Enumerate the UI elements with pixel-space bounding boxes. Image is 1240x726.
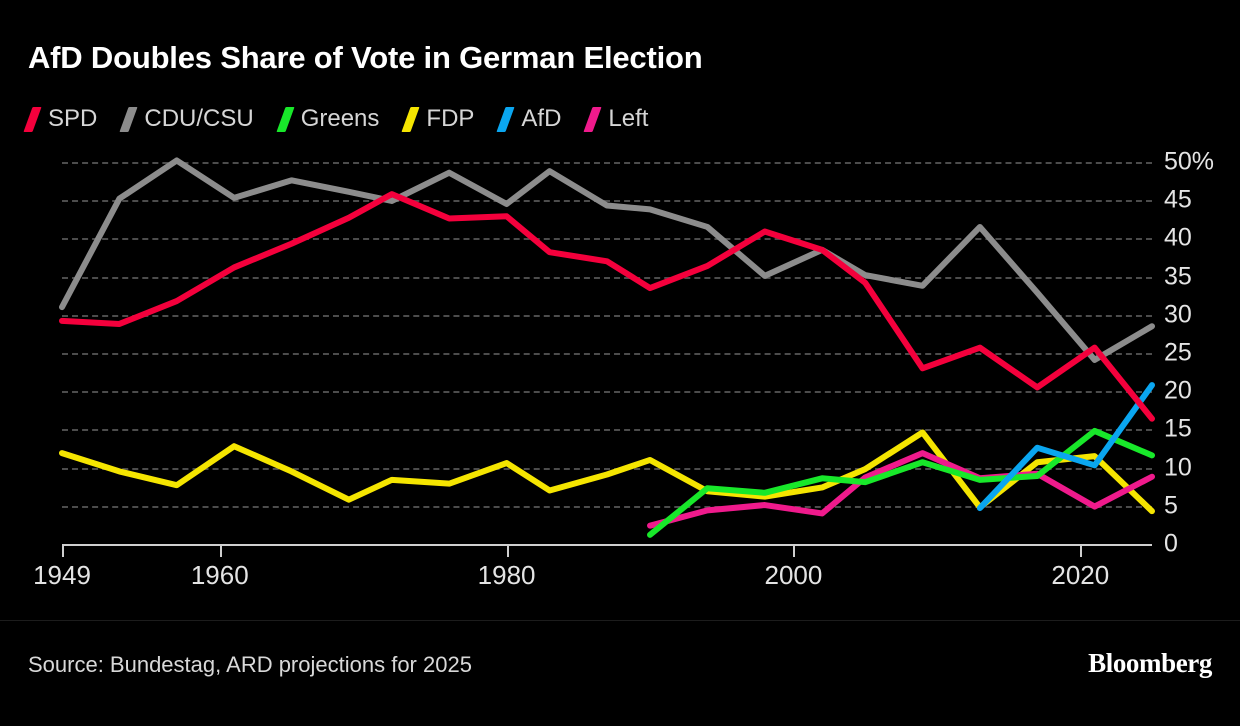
- legend-swatch-spd: [23, 106, 42, 132]
- gridline: [62, 353, 1152, 355]
- x-axis-labels: 1949 1960 1980 2000 2020: [33, 560, 1152, 600]
- footer-divider: [0, 620, 1240, 621]
- x-axis-line: [62, 544, 1152, 546]
- x-axis-tick-label: 2000: [764, 560, 823, 590]
- y-axis-tick-label: 35: [1164, 262, 1192, 291]
- chart-legend: SPD CDU/CSU Greens FDP AfD Left: [23, 105, 675, 133]
- legend-swatch-left: [583, 106, 602, 132]
- legend-label: Greens: [300, 105, 380, 132]
- gridline: [62, 238, 1152, 241]
- gridline: [62, 467, 1152, 470]
- gridline: [62, 314, 1152, 317]
- legend-item-afd[interactable]: AfD: [496, 105, 562, 133]
- gridline: [62, 200, 1152, 203]
- legend-item-cdu-csu[interactable]: CDU/CSU: [119, 105, 254, 133]
- legend-label: FDP: [426, 105, 475, 132]
- legend-label: SPD: [48, 105, 98, 132]
- plot-area: 1949 1960 1980 2000 2020: [33, 157, 1155, 590]
- legend-label: CDU/CSU: [144, 105, 254, 132]
- legend-label: AfD: [521, 105, 562, 132]
- gridline: [62, 162, 1152, 164]
- legend-swatch-afd: [496, 106, 515, 132]
- y-axis-tick-label: 50%: [1164, 147, 1215, 176]
- y-axis-tick-label: 30: [1164, 300, 1192, 329]
- legend-item-fdp[interactable]: FDP: [401, 105, 475, 133]
- gridline: [62, 505, 1152, 508]
- bloomberg-logo: Bloomberg: [1088, 648, 1212, 678]
- x-axis-tick-label: 2020: [1051, 560, 1110, 590]
- legend-item-greens[interactable]: Greens: [276, 105, 380, 133]
- series-line-fdp: [59, 429, 1155, 515]
- x-axis-tick: [506, 544, 509, 557]
- y-axis-labels: 0 5 10 15 20 25 30 35 40 45 50%: [1152, 146, 1232, 566]
- y-axis-tick-label: 45: [1164, 185, 1192, 214]
- legend-swatch-fdp: [401, 106, 420, 132]
- gridline: [62, 276, 1152, 279]
- legend-label: Left: [608, 105, 649, 132]
- series-line-cdu-csu: [59, 157, 1155, 363]
- legend-item-left[interactable]: Left: [583, 105, 649, 133]
- y-axis-tick-label: 40: [1164, 223, 1192, 252]
- series-line-spd: [59, 191, 1155, 422]
- source-note: Source: Bundestag, ARD projections for 2…: [28, 652, 472, 677]
- legend-swatch-cdu: [119, 106, 138, 132]
- y-axis-tick-label: 15: [1164, 414, 1192, 443]
- x-axis-tick-label: 1980: [477, 560, 536, 590]
- page-title: AfD Doubles Share of Vote in German Elec…: [28, 40, 703, 75]
- x-axis-tick: [793, 544, 796, 557]
- x-axis-tick: [62, 544, 64, 557]
- x-axis-tick: [1080, 544, 1083, 557]
- y-axis-tick-label: 5: [1164, 491, 1178, 520]
- y-axis-tick-label: 0: [1164, 529, 1178, 558]
- series-lines: [59, 157, 1155, 538]
- series-line-afd: [976, 382, 1155, 512]
- series-line-left: [647, 450, 1155, 529]
- y-axis-tick-label: 25: [1164, 338, 1192, 367]
- gridline: [62, 391, 1152, 394]
- gridline: [62, 429, 1152, 432]
- legend-swatch-greens: [276, 106, 295, 132]
- y-axis-tick-label: 20: [1164, 376, 1192, 405]
- x-axis-tick: [219, 544, 222, 557]
- y-axis-tick-label: 10: [1164, 453, 1192, 482]
- legend-item-spd[interactable]: SPD: [23, 105, 98, 133]
- x-axis-tick-label: 1960: [190, 560, 249, 590]
- x-axis-tick-label: 1949: [33, 560, 91, 590]
